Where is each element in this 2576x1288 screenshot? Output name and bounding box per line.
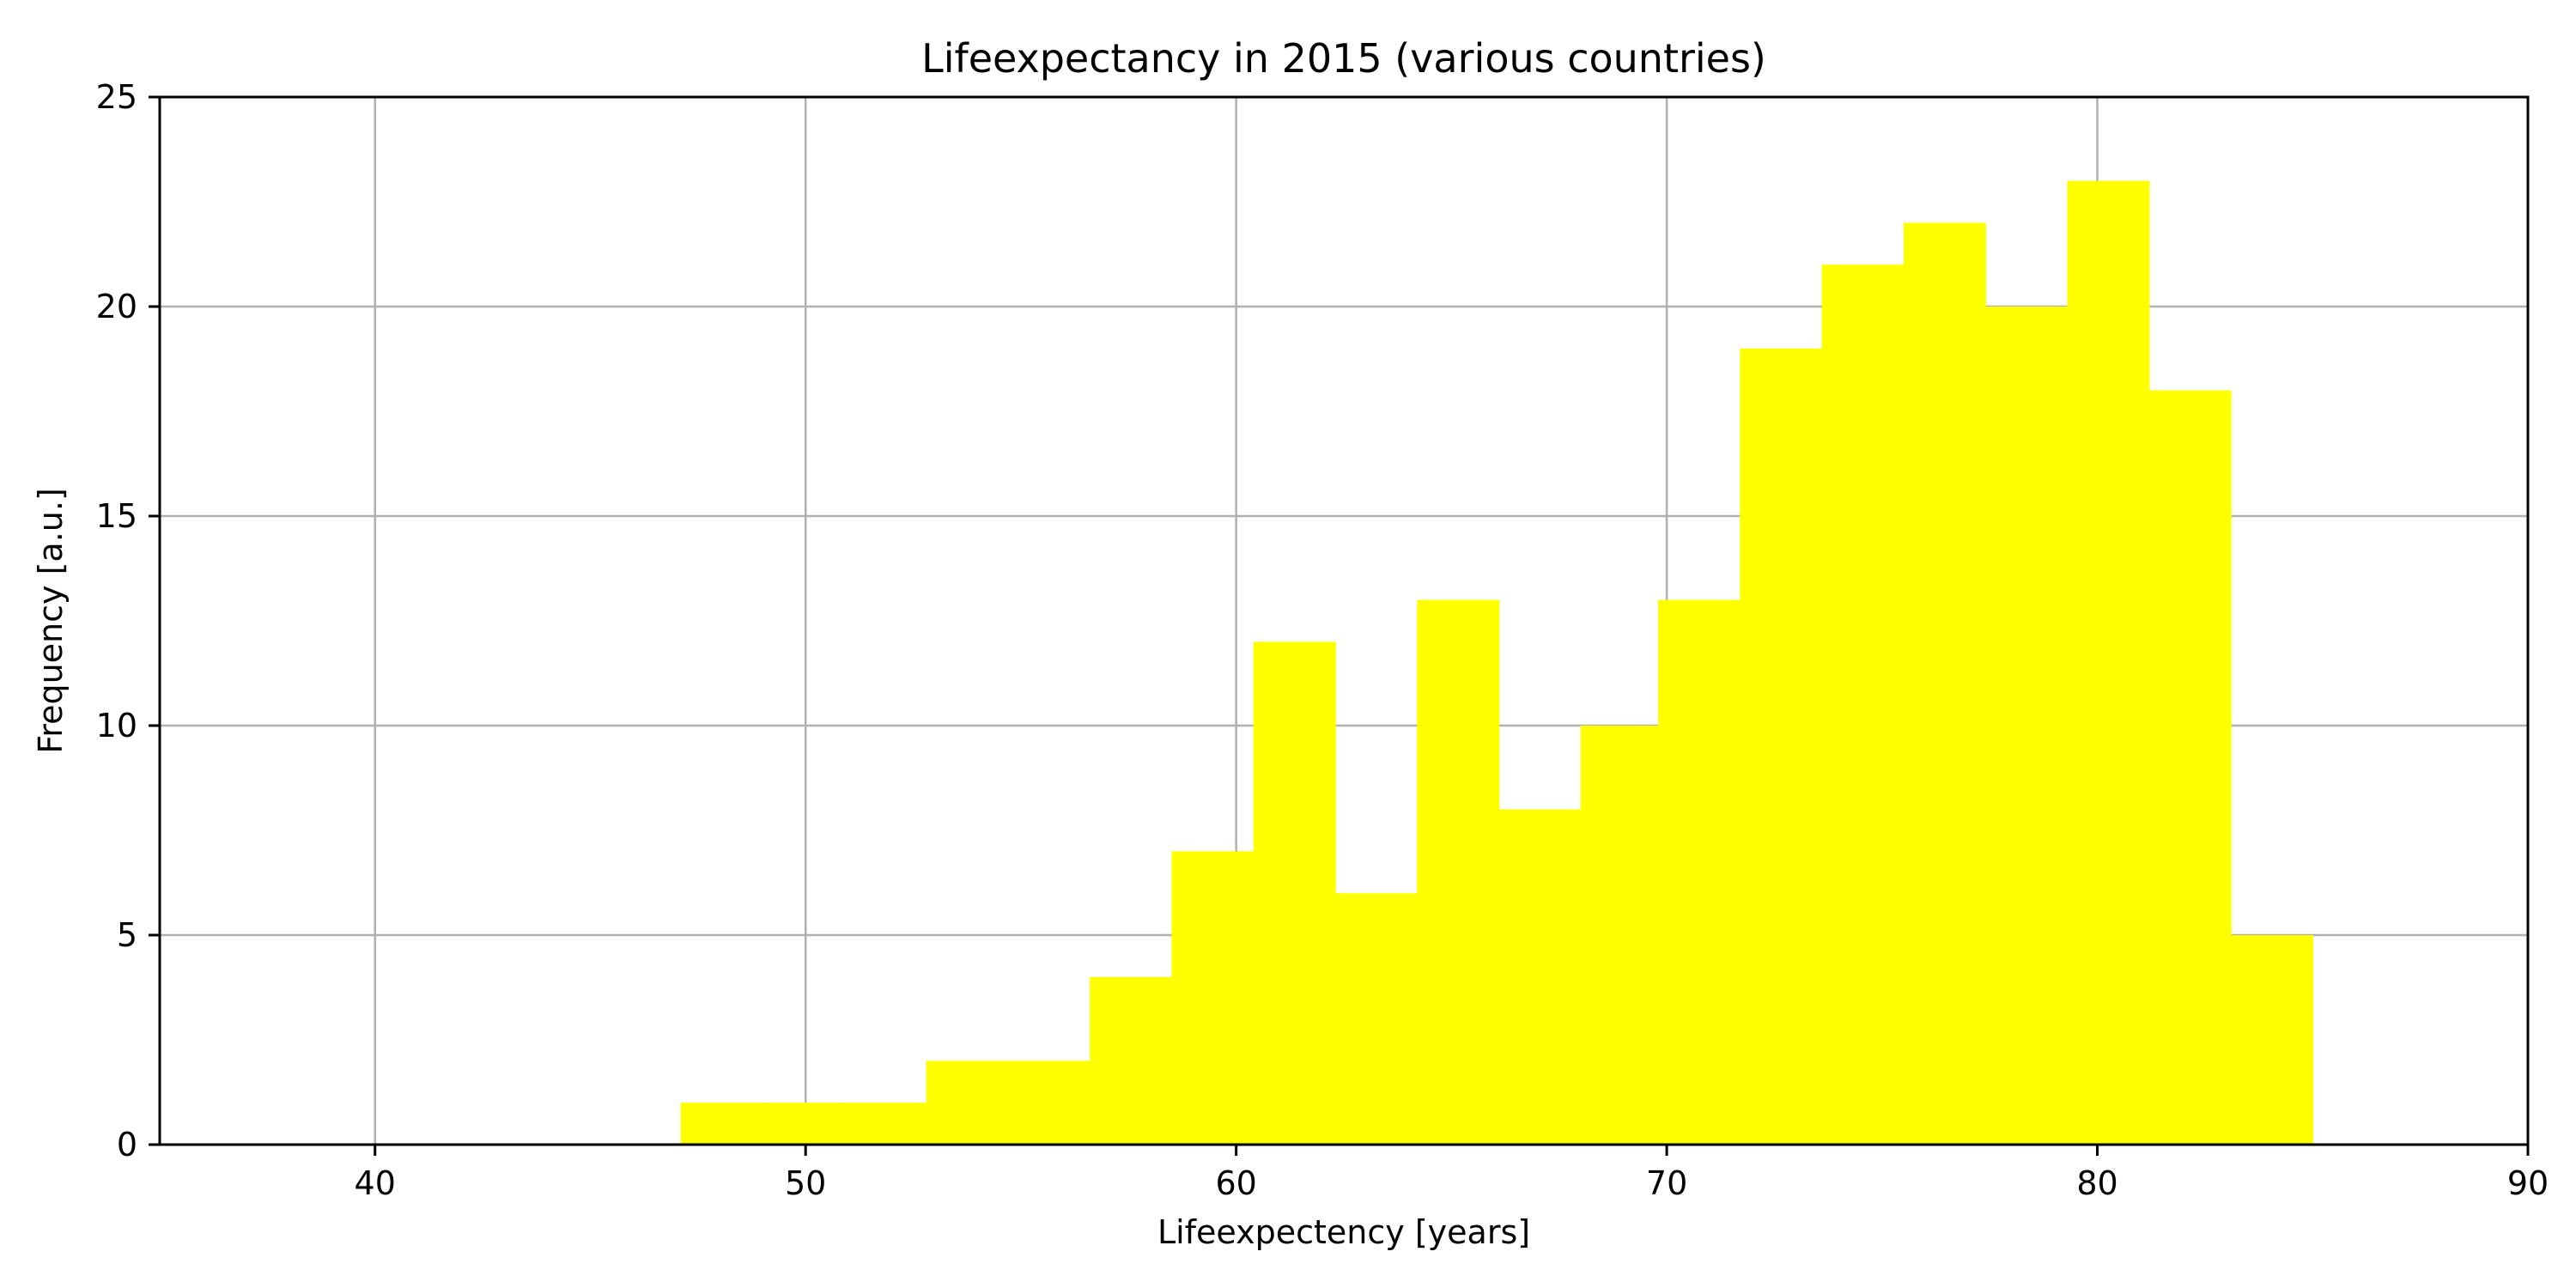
axis-ticks: 40 50 60 70 80 90 0 5 10 15 20 25 <box>96 78 2549 1202</box>
histogram-bar-12 <box>1658 599 1741 1145</box>
histogram-bar-13 <box>1740 348 1823 1145</box>
histogram-bar-16 <box>1985 307 2069 1145</box>
histogram-bar-5 <box>1090 976 1173 1145</box>
x-tick-label: 60 <box>1215 1164 1256 1202</box>
x-axis-label: Lifeexpectency [years] <box>1157 1213 1530 1251</box>
axes <box>158 95 2530 1146</box>
histogram-bar-10 <box>1498 809 1582 1145</box>
x-tick-label: 90 <box>2507 1164 2549 1202</box>
histogram-bar-7 <box>1253 641 1336 1145</box>
x-tick-label: 40 <box>355 1164 396 1202</box>
y-tick-label: 25 <box>96 78 137 116</box>
y-tick-label: 10 <box>96 707 137 744</box>
histogram-bar-19 <box>2230 935 2314 1145</box>
histogram-bar-0 <box>680 1103 763 1145</box>
histogram-bar-18 <box>2148 390 2232 1145</box>
histogram-bar-14 <box>1821 264 1905 1145</box>
histogram-bar-17 <box>2067 180 2150 1145</box>
chart-title: Lifeexpectancy in 2015 (various countrie… <box>921 35 1766 82</box>
y-axis-label: Frequency [a.u.] <box>32 488 70 754</box>
histogram-bar-9 <box>1417 599 1500 1145</box>
x-tick-label: 80 <box>2076 1164 2117 1202</box>
y-tick-label: 15 <box>96 497 137 535</box>
y-tick-label: 0 <box>117 1126 137 1163</box>
histogram-bar-3 <box>926 1060 1009 1145</box>
histogram-bar-4 <box>1007 1060 1091 1145</box>
x-tick-label: 70 <box>1646 1164 1687 1202</box>
plot-frame <box>158 95 2530 1146</box>
histogram-bar-11 <box>1580 726 1659 1145</box>
histogram-bars <box>680 180 2314 1145</box>
y-tick-label: 20 <box>96 288 137 325</box>
histogram-bar-2 <box>844 1103 927 1145</box>
histogram-bar-6 <box>1171 851 1255 1145</box>
histogram-bar-1 <box>762 1103 846 1145</box>
x-tick-label: 50 <box>785 1164 826 1202</box>
histogram-bar-15 <box>1903 222 1986 1145</box>
histogram-bar-8 <box>1334 893 1419 1145</box>
y-tick-label: 5 <box>117 916 137 954</box>
